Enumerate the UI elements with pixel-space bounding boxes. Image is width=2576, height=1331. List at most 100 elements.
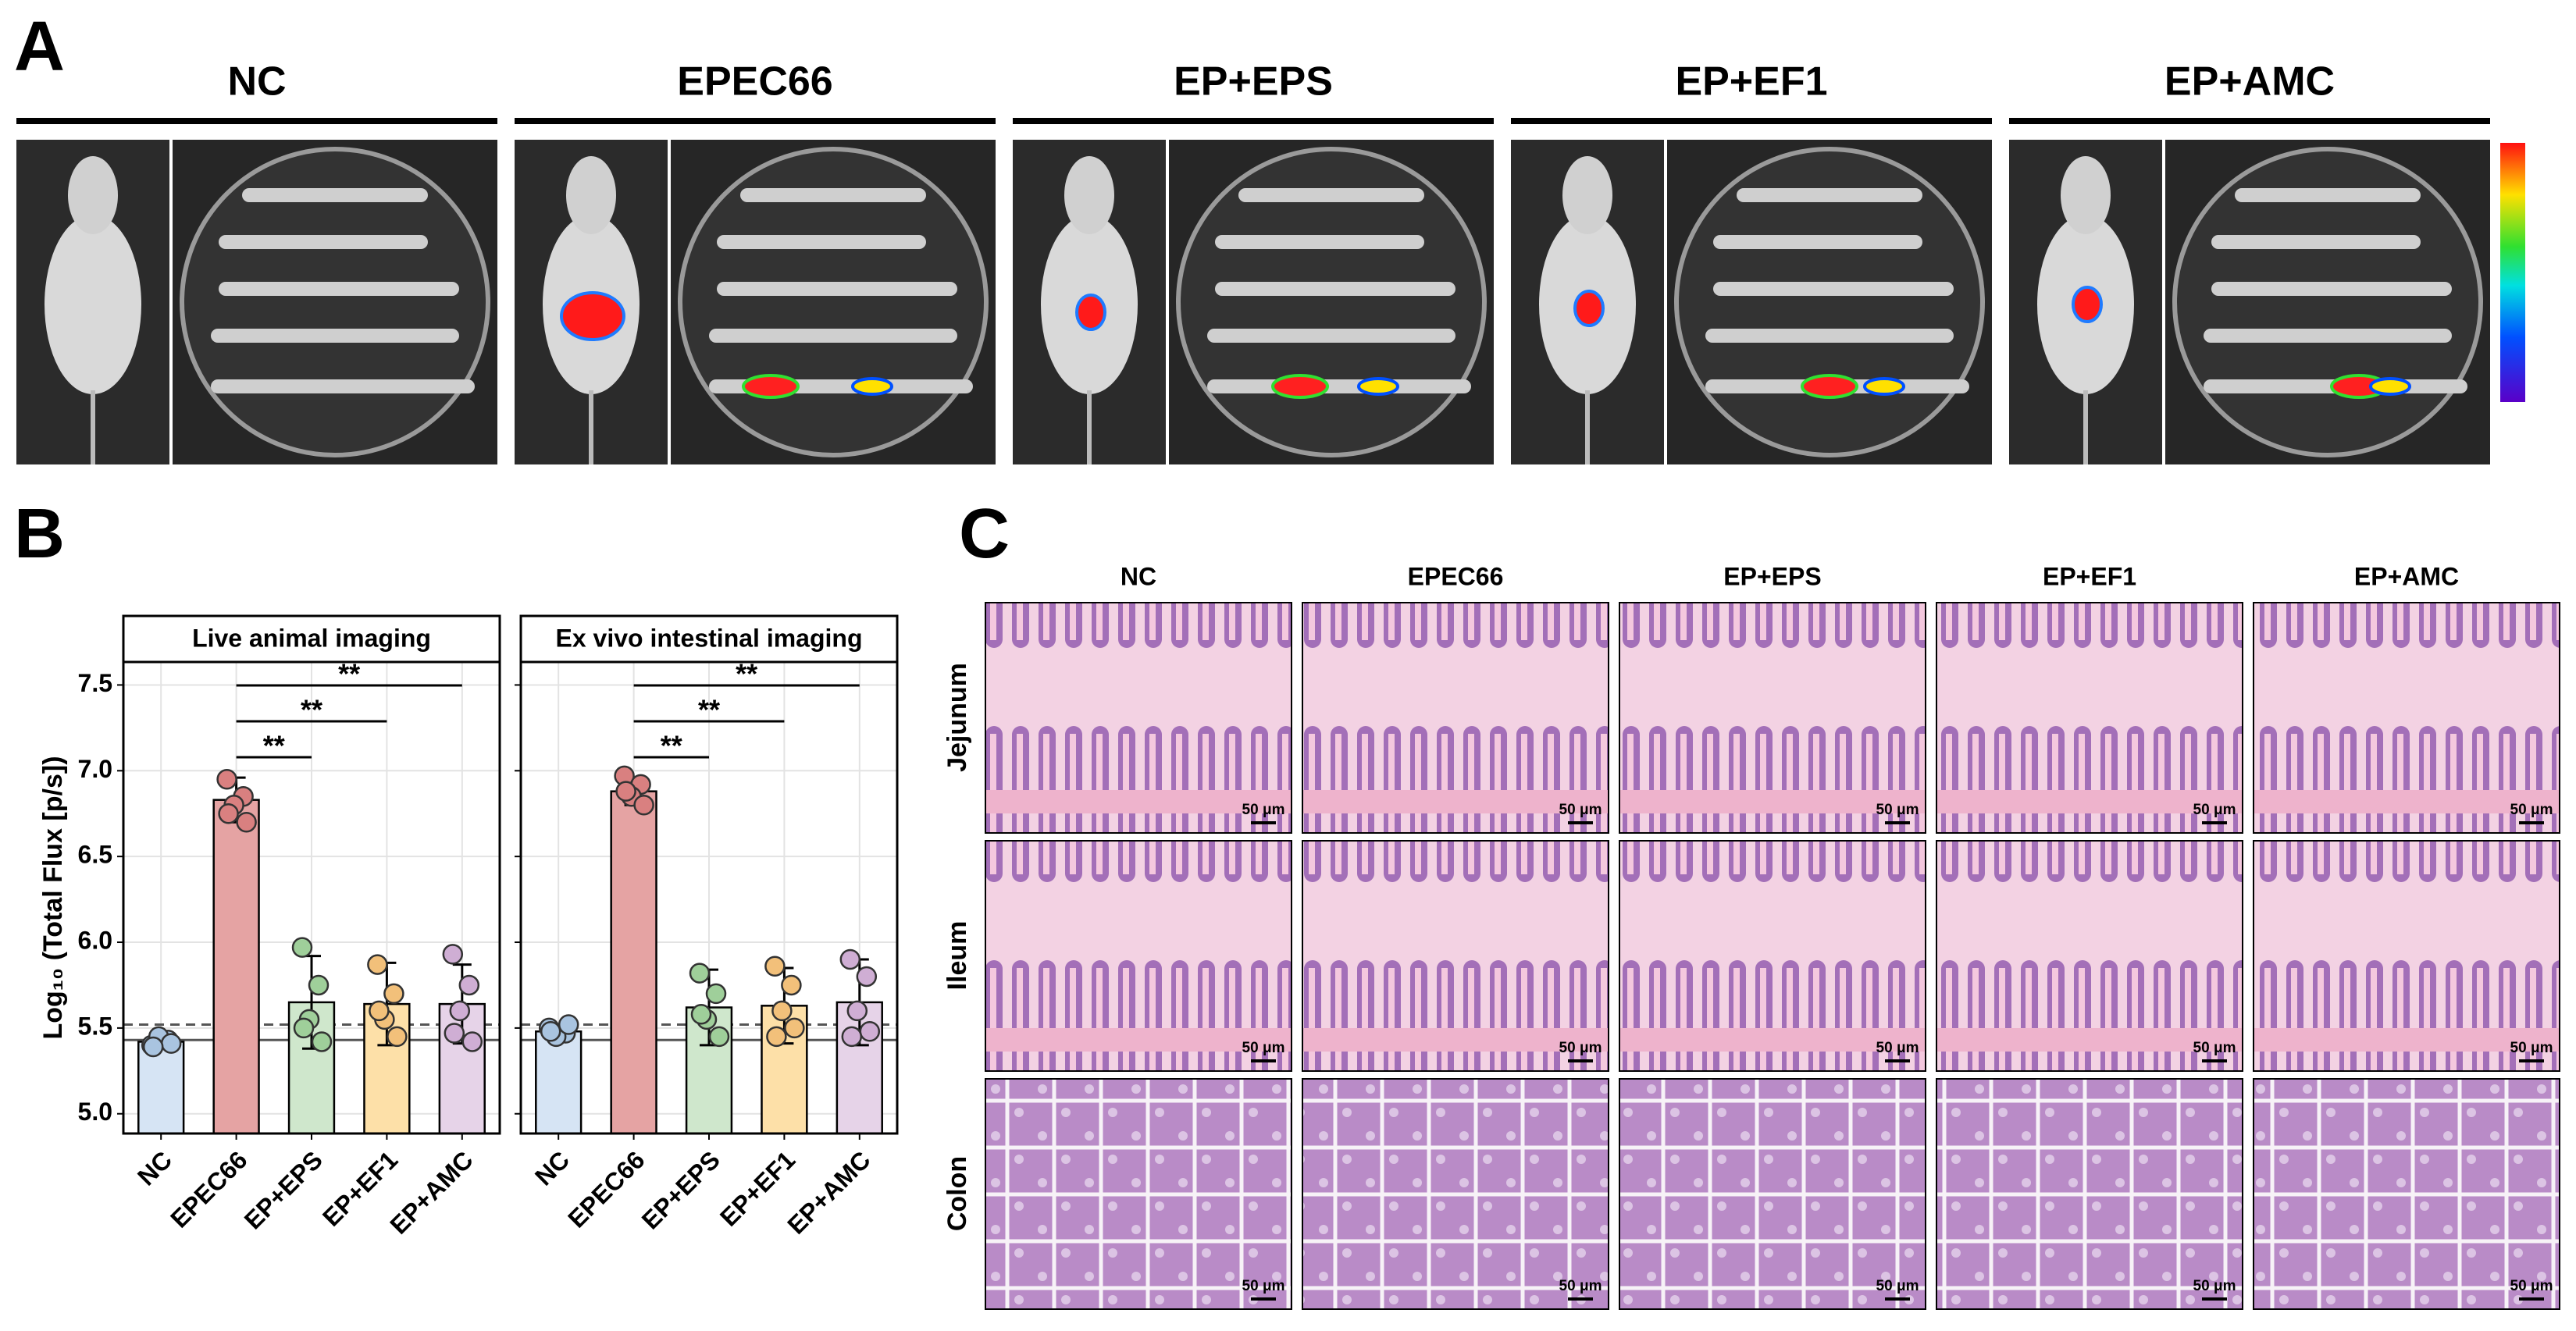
colorbar: [2500, 143, 2525, 402]
dish: [2172, 147, 2483, 457]
column-header: EP+AMC: [2354, 562, 2459, 590]
signal: [2072, 286, 2103, 323]
column-header: EP+EF1: [2043, 562, 2136, 590]
significance-label: **: [301, 694, 322, 726]
data-point: [856, 966, 878, 988]
scale-bar-label: 50 μm: [2510, 802, 2553, 818]
scale-bar-label: 50 μm: [1242, 802, 1285, 818]
dish: [1176, 147, 1487, 457]
chart-title: Live animal imaging: [192, 624, 431, 652]
muscle-layer: [986, 790, 1291, 813]
significance-label: **: [263, 730, 285, 762]
bar: [212, 799, 260, 1135]
data-point: [387, 1026, 408, 1048]
scale-bar-label: 50 μm: [1559, 1040, 1602, 1056]
data-point: [633, 794, 654, 816]
intestine: [211, 188, 475, 393]
row-label: Ileum: [942, 921, 972, 991]
group-bar: [2009, 118, 2490, 124]
intestine: [1705, 188, 1969, 393]
group-bar: [1511, 118, 1992, 124]
histology-image: [2253, 1078, 2560, 1310]
row-label: Jejunum: [942, 663, 972, 772]
y-tick-label: 6.0: [78, 926, 112, 954]
chart-title: Ex vivo intestinal imaging: [556, 624, 863, 652]
data-point: [690, 1004, 712, 1025]
data-point: [458, 974, 480, 996]
data-point: [218, 803, 239, 824]
histology-image: [1936, 1078, 2243, 1310]
signal: [2369, 377, 2411, 396]
column-header: EP+EPS: [1723, 562, 1821, 590]
data-point: [839, 948, 861, 970]
group-title: EPEC66: [677, 59, 832, 105]
y-tick-label: 6.5: [78, 841, 112, 869]
data-point: [708, 1026, 730, 1048]
data-point: [558, 1014, 579, 1035]
scale-bar-label: 50 μm: [1242, 1040, 1285, 1056]
data-point: [236, 811, 257, 833]
muscle-layer: [1937, 1028, 2242, 1052]
data-point: [766, 1026, 787, 1048]
muscle-layer: [2254, 790, 2559, 813]
data-point: [771, 1000, 793, 1022]
scale-bar-label: 50 μm: [2193, 802, 2236, 818]
column-header: NC: [1121, 562, 1156, 590]
muscle-layer: [1303, 790, 1608, 813]
data-point: [781, 974, 802, 996]
signal: [1801, 374, 1858, 399]
data-point: [383, 983, 404, 1005]
scale-bar-label: 50 μm: [2510, 1040, 2553, 1056]
muscle-layer: [1937, 790, 2242, 813]
group-bar: [16, 118, 497, 124]
signal: [1271, 374, 1329, 399]
y-tick-label: 5.5: [78, 1012, 112, 1040]
data-point: [369, 1000, 390, 1022]
x-tick-label: EPEC66: [165, 1145, 252, 1233]
data-point: [444, 1023, 465, 1044]
scale-bar-label: 50 μm: [1559, 1278, 1602, 1294]
y-tick-label: 7.0: [78, 755, 112, 783]
data-point: [142, 1036, 164, 1058]
histology-image: [985, 1078, 1292, 1310]
x-tick-label: EPEC66: [562, 1145, 650, 1233]
data-point: [784, 1017, 805, 1039]
significance-label: **: [698, 694, 720, 726]
scale-bar-label: 50 μm: [2510, 1278, 2553, 1294]
histology-image: [1302, 1078, 1609, 1310]
muscle-layer: [2254, 1028, 2559, 1052]
muscle-layer: [1620, 1028, 1925, 1052]
data-point: [160, 1033, 182, 1054]
intestine: [1207, 188, 1471, 393]
data-point: [293, 1017, 315, 1039]
mouse-head: [566, 156, 616, 234]
panel-label: A: [14, 8, 65, 86]
data-point: [461, 1031, 483, 1052]
data-point: [449, 1000, 471, 1022]
muscle-layer: [1303, 1028, 1608, 1052]
y-tick-label: 5.0: [78, 1098, 112, 1126]
data-point: [846, 1000, 868, 1022]
y-tick-label: 7.5: [78, 669, 112, 697]
column-header: EPEC66: [1408, 562, 1504, 590]
bar: [137, 1041, 185, 1135]
mouse-head: [2061, 156, 2111, 234]
data-point: [764, 956, 786, 977]
x-tick-label: EP+EPS: [636, 1145, 725, 1234]
group-title: EP+AMC: [2164, 59, 2335, 105]
dish: [180, 147, 490, 457]
signal: [560, 291, 625, 341]
dish: [1674, 147, 1985, 457]
scale-bar-label: 50 μm: [2193, 1278, 2236, 1294]
data-point: [311, 1031, 333, 1052]
intestine: [709, 188, 973, 393]
data-point: [689, 963, 711, 984]
x-tick-label: EP+AMC: [384, 1145, 478, 1239]
group-title: EP+EF1: [1675, 59, 1827, 105]
scale-bar-label: 50 μm: [1242, 1278, 1285, 1294]
x-tick-label: EP+EPS: [239, 1145, 328, 1234]
x-tick-label: NC: [132, 1145, 177, 1190]
strip-header: [519, 614, 899, 664]
x-tick-label: EP+AMC: [782, 1145, 875, 1239]
